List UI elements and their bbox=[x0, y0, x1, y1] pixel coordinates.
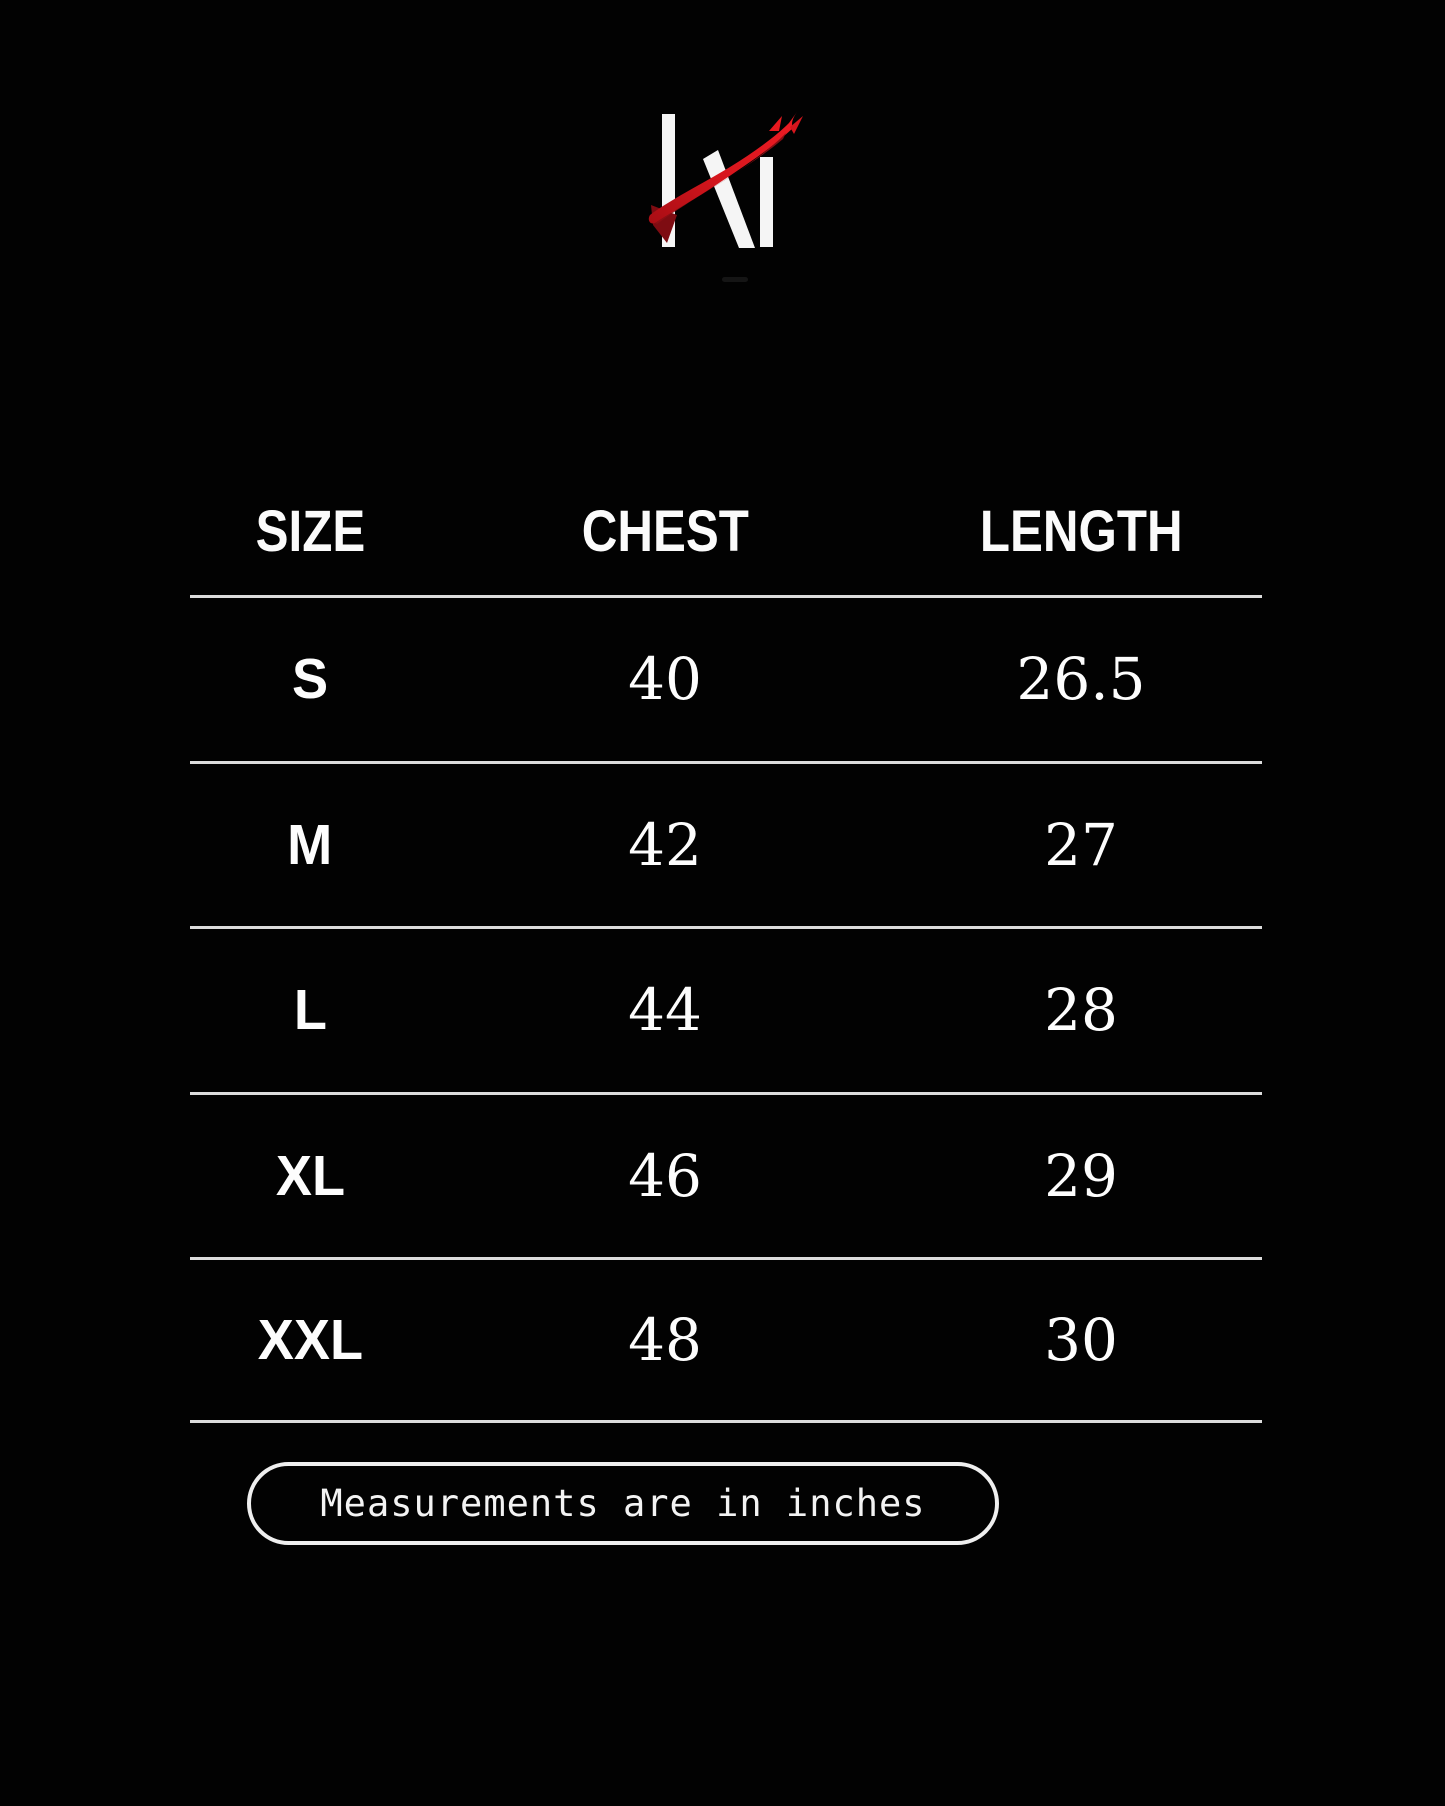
chest-cell: 48 bbox=[628, 1305, 702, 1374]
size-cell: S bbox=[291, 647, 329, 712]
chest-cell: 44 bbox=[628, 976, 702, 1045]
length-cell: 27 bbox=[1044, 810, 1118, 879]
measurement-note-pill: Measurements are in inches bbox=[247, 1462, 999, 1545]
logo-i-glyph bbox=[760, 157, 773, 247]
brand-logo-ki-icon bbox=[648, 112, 803, 248]
table-row: XXL 48 30 bbox=[190, 1257, 1262, 1423]
chest-cell: 40 bbox=[628, 645, 702, 714]
length-cell: 26.5 bbox=[1016, 645, 1146, 714]
chest-cell: 42 bbox=[628, 810, 702, 879]
size-cell: L bbox=[293, 978, 327, 1043]
header-cell-size: SIZE bbox=[255, 499, 365, 564]
table-header-row: SIZE CHEST LENGTH bbox=[190, 468, 1262, 595]
length-cell: 28 bbox=[1044, 976, 1118, 1045]
measurement-note-label: Measurements are in inches bbox=[320, 1482, 926, 1525]
header-cell-chest: CHEST bbox=[581, 499, 749, 564]
size-cell: M bbox=[287, 812, 333, 877]
length-cell: 29 bbox=[1044, 1141, 1118, 1210]
header-cell-length: LENGTH bbox=[979, 499, 1183, 564]
size-cell: XXL bbox=[257, 1307, 363, 1372]
size-chart-table: SIZE CHEST LENGTH S 40 26.5 M 42 27 L 44… bbox=[190, 468, 1262, 1423]
size-cell: XL bbox=[275, 1143, 345, 1208]
logo-subtext-mark bbox=[722, 277, 748, 282]
chest-cell: 46 bbox=[628, 1141, 702, 1210]
table-row: M 42 27 bbox=[190, 760, 1262, 927]
length-cell: 30 bbox=[1044, 1305, 1118, 1374]
table-row: S 40 26.5 bbox=[190, 595, 1262, 761]
table-row: XL 46 29 bbox=[190, 1091, 1262, 1258]
table-row: L 44 28 bbox=[190, 926, 1262, 1092]
logo-red-ribbon-icon bbox=[648, 112, 803, 243]
